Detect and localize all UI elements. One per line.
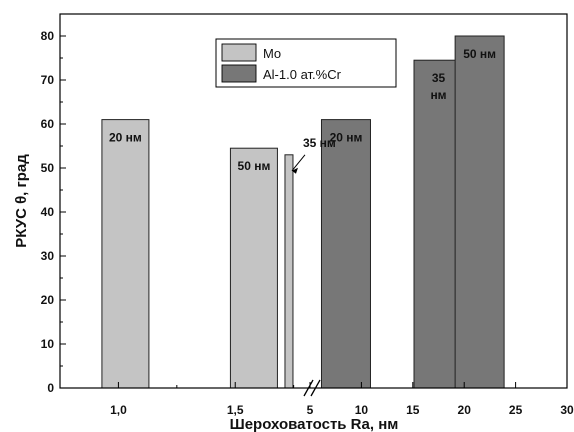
x-tick-label: 10 [355,403,369,417]
legend-swatch-alcr [221,64,257,83]
bar-mo-1 [229,147,278,389]
y-tick-label: 10 [41,337,55,351]
bar-label-arrowhead [291,167,298,174]
bar-label: 20 нм [330,131,363,145]
bar-alcr-2 [454,35,505,389]
y-tick-label: 30 [41,249,55,263]
y-tick-label: 20 [41,293,55,307]
x-tick-label: 20 [458,403,472,417]
x-tick-label: 25 [509,403,523,417]
bar-mo-0 [101,119,150,389]
y-tick-label: 70 [41,73,55,87]
x-tick-label: 1,5 [227,403,244,417]
x-tick-label: 5 [307,403,314,417]
bar-label: 35 нм [430,71,446,102]
y-axis-title: РКУС θ, град [13,154,30,248]
legend: Mo Al-1.0 ат.%Cr [215,38,397,88]
y-tick-label: 0 [47,381,54,395]
x-axis: 1,0 1,5 5 10 15 20 25 30 [110,382,574,417]
x-axis-title: Шероховатость Ra, нм [230,416,399,432]
axis-break-mark [303,379,321,397]
bars-layer [101,35,505,389]
bar-label: 50 нм [238,159,271,173]
y-tick-label: 50 [41,161,55,175]
y-tick-label: 60 [41,117,55,131]
legend-swatch-mo [221,43,257,62]
bar-alcr-0 [320,119,371,389]
bar-label: 35 нм [303,136,336,150]
y-axis: 0 10 20 30 40 50 60 70 80 [41,13,66,395]
plot-frame [59,13,568,389]
bar-label: 50 нм [463,47,496,61]
legend-label-alcr: Al-1.0 ат.%Cr [263,67,342,82]
y-tick-label: 80 [41,29,55,43]
x-tick-label: 15 [406,403,420,417]
bar-mo-2 [284,154,294,389]
y-tick-label: 40 [41,205,55,219]
legend-label-mo: Mo [263,46,281,61]
x-tick-label: 1,0 [110,403,127,417]
x-tick-label: 30 [560,403,574,417]
bar-label: 20 нм [109,131,142,145]
bar-label-arrow [291,154,306,172]
